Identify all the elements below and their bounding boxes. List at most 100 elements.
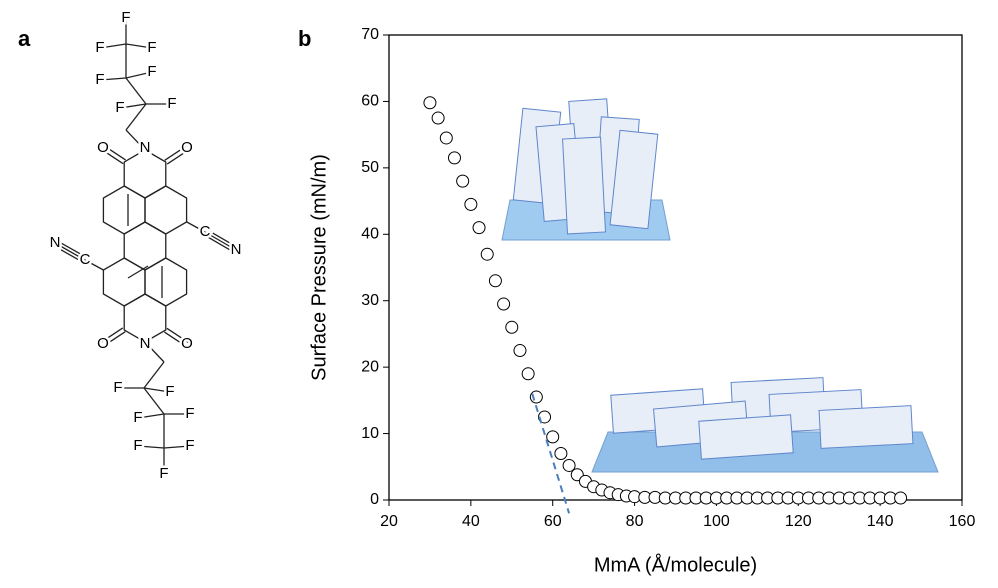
data-point bbox=[423, 96, 437, 110]
x-tick-label: 100 bbox=[703, 513, 730, 530]
y-tick-label: 60 bbox=[361, 93, 379, 110]
data-point bbox=[472, 221, 486, 235]
y-tick-label: 70 bbox=[361, 26, 379, 43]
bond bbox=[143, 387, 171, 393]
ring bbox=[102, 185, 146, 235]
molecule-card bbox=[609, 129, 659, 230]
data-point bbox=[521, 367, 535, 381]
x-tick-label: 120 bbox=[785, 513, 812, 530]
data-point bbox=[488, 274, 502, 288]
panel-label: b bbox=[298, 26, 311, 51]
data-point bbox=[554, 447, 568, 460]
y-tick-label: 50 bbox=[361, 159, 379, 176]
x-tick-label: 80 bbox=[626, 513, 644, 530]
bond bbox=[206, 228, 238, 248]
data-point bbox=[562, 458, 576, 472]
bond bbox=[54, 242, 86, 261]
y-tick-label: 0 bbox=[370, 491, 379, 508]
bond bbox=[166, 327, 189, 343]
bond bbox=[127, 265, 149, 279]
data-point bbox=[513, 344, 527, 358]
bond bbox=[56, 239, 87, 258]
ring bbox=[123, 149, 167, 199]
atom-label: O bbox=[181, 335, 193, 352]
atom-label: O bbox=[97, 139, 109, 156]
data-point bbox=[546, 430, 560, 444]
atom-label: F bbox=[159, 465, 168, 482]
bond bbox=[137, 445, 165, 449]
atom-label: F bbox=[185, 437, 194, 454]
data-point bbox=[464, 197, 478, 211]
data-point bbox=[456, 174, 470, 188]
bond bbox=[84, 259, 104, 271]
atom-label: F bbox=[147, 39, 156, 56]
inset-flat bbox=[591, 377, 939, 473]
bond bbox=[125, 77, 147, 105]
bond bbox=[99, 43, 127, 49]
bond bbox=[203, 234, 235, 254]
bond bbox=[163, 445, 191, 449]
molecule-card bbox=[818, 405, 914, 449]
atom-label: O bbox=[181, 139, 193, 156]
data-point bbox=[497, 297, 511, 311]
data-point bbox=[894, 491, 908, 505]
bond bbox=[166, 149, 189, 165]
bond bbox=[101, 327, 124, 343]
plot: 0 10 20 30 40 50 60 70 20 40 60 80 100 120 140 160 MmA (… bbox=[308, 26, 975, 576]
bond bbox=[125, 71, 153, 79]
data-point bbox=[529, 390, 543, 404]
bond bbox=[164, 145, 187, 161]
ring bbox=[123, 221, 167, 271]
atom-label: F bbox=[167, 95, 176, 112]
bond bbox=[125, 43, 153, 49]
data-point bbox=[431, 111, 445, 125]
atom-label: F bbox=[133, 437, 142, 454]
y-axis-title: Surface Pressure (mN/m) bbox=[308, 154, 330, 381]
bond bbox=[104, 145, 126, 161]
y-tick-label: 30 bbox=[361, 292, 379, 309]
y-tick-label: 20 bbox=[361, 358, 379, 375]
atom-label: O bbox=[97, 335, 109, 352]
x-tick-label: 60 bbox=[544, 513, 562, 530]
ring bbox=[102, 257, 146, 307]
bond bbox=[137, 413, 165, 419]
data-point bbox=[439, 131, 453, 145]
atom-label: F bbox=[185, 405, 194, 422]
ring bbox=[144, 185, 188, 235]
atom-label: C bbox=[80, 251, 91, 268]
x-tick-label: 160 bbox=[949, 513, 976, 530]
atom-label: N bbox=[140, 139, 151, 156]
atom-label: C bbox=[200, 223, 211, 240]
atom-label: N bbox=[50, 234, 61, 251]
x-axis-title: MmA (Å/molecule) bbox=[594, 553, 757, 576]
inset-vertical bbox=[501, 98, 671, 241]
bond bbox=[125, 129, 146, 151]
panel-label: a bbox=[18, 26, 31, 51]
data-point bbox=[505, 320, 519, 334]
bond bbox=[99, 77, 127, 81]
atom-label: F bbox=[165, 383, 174, 400]
atom-label: F bbox=[147, 63, 156, 80]
y-tick-label: 10 bbox=[361, 425, 379, 442]
molecule-card bbox=[562, 136, 607, 235]
bond bbox=[164, 331, 186, 347]
bond bbox=[204, 231, 237, 251]
atom-label: N bbox=[140, 335, 151, 352]
x-tick-label: 20 bbox=[380, 513, 398, 530]
y-tick-label: 40 bbox=[361, 226, 379, 243]
data-point bbox=[447, 151, 461, 165]
atom-label: F bbox=[115, 99, 124, 116]
molecule-card bbox=[698, 414, 794, 460]
bond bbox=[143, 361, 165, 389]
atom-label: F bbox=[95, 39, 104, 56]
data-point bbox=[480, 247, 494, 261]
atom-label: F bbox=[121, 9, 130, 26]
bond bbox=[101, 149, 124, 165]
ring bbox=[144, 257, 188, 307]
bond bbox=[119, 103, 147, 109]
x-tick-label: 40 bbox=[462, 513, 480, 530]
atom-label: F bbox=[113, 379, 122, 396]
atom-label: N bbox=[231, 241, 242, 258]
bond bbox=[103, 331, 126, 347]
